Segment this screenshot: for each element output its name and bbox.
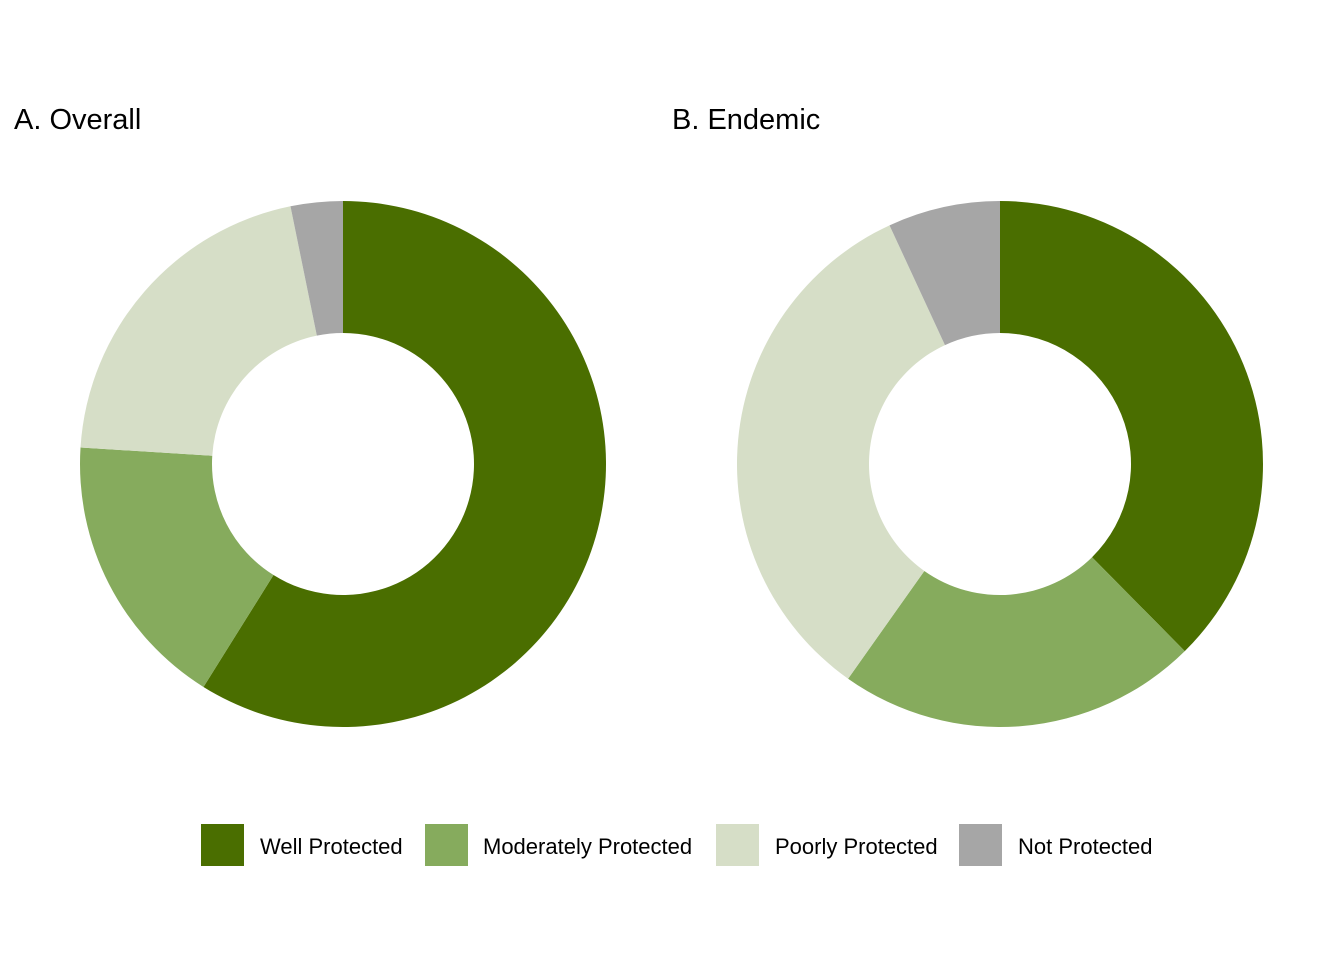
legend-label-moderately-protected: Moderately Protected <box>483 834 692 859</box>
donut-slice-not-protected <box>889 201 1000 346</box>
legend-swatch-moderately-protected <box>425 824 468 866</box>
donut-chart-endemic <box>737 201 1264 727</box>
donut-slice-poorly-protected <box>737 225 945 679</box>
donut-chart-overall <box>80 201 607 727</box>
legend-label-not-protected: Not Protected <box>1018 834 1153 859</box>
legend-label-poorly-protected: Poorly Protected <box>775 834 938 859</box>
legend-swatch-not-protected <box>959 824 1002 866</box>
panel-b-title: B. Endemic <box>672 104 820 136</box>
donut-slice-poorly-protected <box>80 206 317 456</box>
legend: Well Protected Moderately Protected Poor… <box>201 824 1153 866</box>
donut-slice-moderately-protected <box>80 447 274 687</box>
donut-slice-well-protected <box>203 201 607 727</box>
legend-label-well-protected: Well Protected <box>260 834 403 859</box>
donut-slice-not-protected <box>290 201 343 336</box>
legend-swatch-poorly-protected <box>716 824 759 866</box>
donut-slice-moderately-protected <box>848 557 1185 727</box>
legend-swatch-well-protected <box>201 824 244 866</box>
donut-slice-well-protected <box>1000 201 1264 652</box>
panel-a-title: A. Overall <box>14 104 141 136</box>
